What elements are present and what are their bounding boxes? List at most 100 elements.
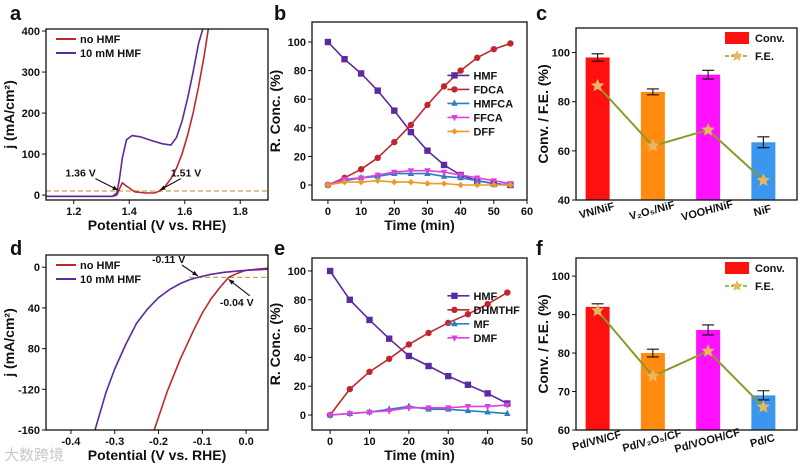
data-point: [504, 402, 511, 409]
data-point: [457, 181, 464, 189]
x-category-label: Pd/V₂O₅/CF: [621, 427, 683, 454]
axes-frame: [45, 254, 269, 431]
error-bar: [702, 69, 715, 80]
y-tick-label: 80: [558, 348, 570, 360]
legend-label: Conv.: [755, 33, 785, 45]
x-category-label: Pd/VOOH/CF: [673, 427, 741, 456]
y-tick-label: -160: [18, 425, 40, 437]
x-tick-label: 1.2: [66, 206, 81, 218]
axes-frame: [45, 28, 269, 201]
data-point: [341, 55, 348, 63]
y-tick-label: -120: [18, 384, 40, 396]
data-point: [484, 403, 491, 411]
data-point: [457, 67, 464, 74]
data-point: [405, 352, 413, 360]
data-point: [504, 409, 511, 416]
x-tick-label: 1.8: [233, 206, 248, 218]
data-point: [464, 403, 472, 411]
legend-marker: [451, 292, 458, 300]
x-tick-label: 20: [388, 206, 400, 218]
legend-marker: [451, 72, 458, 79]
panel-e: e 0 10 20 30 40 50 HMF DHMTHF MF DMF 0 20 40 60 80 100 Ti…: [267, 238, 533, 463]
x-tick-label: 30: [442, 436, 454, 448]
y-axis-label: R. Conc. (%): [267, 70, 283, 152]
data-point: [374, 154, 381, 162]
legend-label: no HMF: [80, 260, 121, 272]
annotation-label: 1.36 V: [65, 168, 95, 180]
y-tick-label: 20: [294, 381, 306, 393]
panel-d: d -0.4 -0.3 -0.2 -0.1 0.0 -0.11 V -0.04 V no HMF…: [1, 238, 269, 463]
data-point: [484, 300, 491, 308]
y-tick-label: 80: [294, 295, 306, 307]
data-point: [407, 121, 415, 129]
data-point: [440, 169, 448, 177]
data-point: [374, 177, 381, 184]
series-line-no-HMF: [153, 267, 268, 430]
y-tick-label: 300: [22, 67, 40, 79]
x-tick-label: -0.4: [61, 436, 81, 448]
panel-label: a: [10, 3, 22, 25]
x-tick-label: 0: [325, 206, 331, 218]
y-tick-label: 100: [288, 37, 306, 49]
fe-star: [646, 138, 660, 152]
legend-label: HMFCA: [473, 98, 513, 110]
panel-label: c: [536, 3, 547, 25]
series-line-FFCA: [327, 169, 511, 186]
data-point: [326, 412, 334, 420]
x-tick-label: 10: [355, 206, 367, 218]
y-tick-label: 40: [294, 352, 306, 364]
y-tick-label: 40: [294, 123, 306, 135]
data-point: [324, 38, 332, 46]
data-point: [424, 101, 431, 109]
data-point: [490, 45, 498, 53]
x-tick-label: 50: [488, 206, 500, 218]
arrow-head: [159, 185, 166, 191]
data-point: [326, 267, 334, 275]
legend-label: DFF: [473, 126, 495, 138]
y-tick-label: 60: [558, 425, 570, 437]
data-point: [357, 178, 365, 186]
data-point: [457, 172, 464, 179]
bar: [751, 142, 776, 200]
data-point: [385, 355, 393, 363]
fe-star: [756, 173, 770, 186]
x-tick-label: -0.2: [149, 436, 168, 448]
data-point: [424, 147, 431, 154]
bar: [640, 353, 665, 430]
fe-star: [591, 303, 605, 317]
data-point: [366, 409, 373, 417]
legend-marker: [451, 128, 458, 135]
data-point: [385, 408, 393, 415]
error-bar: [591, 53, 604, 62]
x-category-label: Pd/VN/CF: [571, 429, 623, 454]
y-tick-label: 60: [294, 324, 306, 336]
y-axis-label: j (mA/cm²): [1, 308, 17, 377]
bar: [585, 306, 610, 430]
data-point: [346, 411, 354, 418]
legend-label: 10 mM HMF: [80, 48, 141, 60]
y-tick-label: 0: [300, 410, 306, 422]
plot-area: [585, 303, 776, 430]
plot-area: [324, 38, 514, 189]
series-line-DMF: [330, 404, 508, 416]
legend-label: 10 mM HMF: [80, 274, 141, 286]
y-tick-label: 400: [22, 26, 40, 38]
legend-marker: [451, 335, 458, 342]
plot-area: [46, 29, 268, 198]
series-line-10-mM-HMF: [46, 29, 204, 198]
x-tick-label: 50: [521, 436, 533, 448]
plot-area: [94, 267, 268, 430]
x-tick-label: 20: [403, 436, 415, 448]
fe-star: [701, 344, 715, 357]
legend-swatch: [725, 262, 749, 274]
data-point: [391, 169, 398, 177]
data-point: [445, 319, 452, 327]
legend-marker: [451, 319, 458, 327]
legend-label: HMF: [473, 291, 497, 303]
annotation-label: -0.04 V: [220, 297, 254, 309]
data-point: [391, 178, 398, 186]
x-tick-label: 40: [455, 206, 467, 218]
data-point: [507, 181, 514, 189]
x-tick-label: 40: [481, 436, 493, 448]
y-tick-label: 100: [552, 48, 570, 60]
